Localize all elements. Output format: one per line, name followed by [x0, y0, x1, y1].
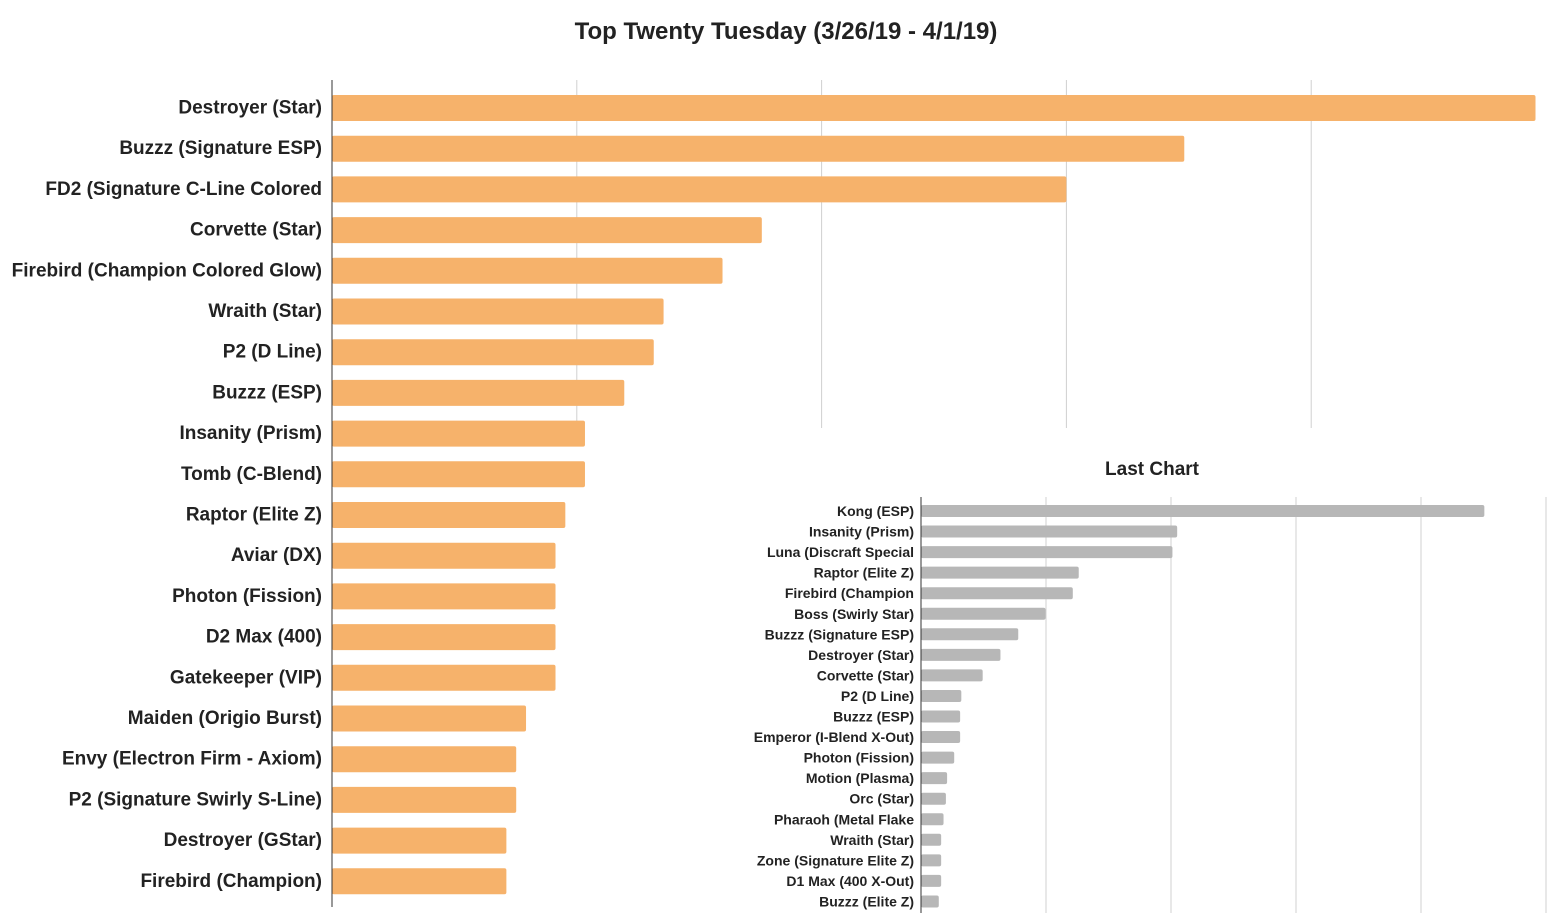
last-bar [921, 874, 942, 887]
main-bar [332, 542, 556, 569]
last-category-label: Buzzz (Elite Z) [819, 893, 914, 909]
main-category-label: FD2 (Signature C-Line Colored [45, 179, 322, 200]
last-category-label: Corvette (Star) [817, 667, 914, 683]
last-category-label: Destroyer (Star) [808, 647, 914, 663]
last-category-label: Emperor (I-Blend X-Out) [754, 729, 914, 745]
last-category-label: Pharaoh (Metal Flake [774, 811, 914, 827]
last-bar [921, 710, 961, 723]
last-category-label: Buzzz (Signature ESP) [765, 626, 914, 642]
last-category-label: D1 Max (400 X-Out) [786, 873, 914, 889]
main-category-label: Corvette (Star) [190, 220, 322, 241]
main-bar [332, 420, 585, 447]
main-category-label: D2 Max (400) [206, 627, 322, 648]
last-category-label: Kong (ESP) [837, 503, 914, 519]
main-chart-title: Top Twenty Tuesday (3/26/19 - 4/1/19) [575, 18, 998, 45]
main-bar [332, 135, 1185, 162]
main-bar [332, 257, 723, 284]
main-category-label: Destroyer (GStar) [164, 830, 322, 851]
main-bar [332, 95, 1536, 121]
main-bar [332, 461, 585, 488]
main-category-label: Envy (Electron Firm - Axiom) [62, 749, 322, 770]
main-category-label: Aviar (DX) [231, 545, 322, 566]
main-bar [332, 664, 556, 691]
main-category-label: Photon (Fission) [172, 586, 322, 607]
main-bar [332, 786, 517, 813]
last-category-label: Orc (Star) [849, 791, 914, 807]
main-bar [332, 298, 664, 325]
last-bar [921, 505, 1485, 517]
last-category-label: Wraith (Star) [830, 832, 914, 848]
last-bar [921, 772, 948, 785]
main-bar [332, 746, 517, 773]
main-category-label: Wraith (Star) [208, 301, 322, 322]
main-category-label: Buzzz (ESP) [212, 382, 322, 403]
main-category-label: P2 (Signature Swirly S-Line) [69, 789, 322, 810]
last-bar [921, 587, 1073, 600]
last-category-label: Motion (Plasma) [806, 770, 914, 786]
last-bar [921, 546, 1173, 559]
last-category-label: Photon (Fission) [804, 750, 914, 766]
last-chart: Last Chart Kong (ESP) Insanity (Prism) Luna… [754, 459, 1547, 913]
last-bar [921, 731, 961, 744]
main-bar [332, 705, 527, 732]
main-bar [332, 502, 566, 528]
last-category-label: Insanity (Prism) [809, 524, 914, 540]
last-category-label: Buzzz (ESP) [833, 709, 914, 725]
main-category-label: Maiden (Origio Burst) [128, 708, 322, 729]
last-bar [921, 792, 946, 805]
last-category-label: Luna (Discraft Special [767, 544, 914, 560]
last-category-label: Boss (Swirly Star) [794, 606, 914, 622]
main-category-label: Buzzz (Signature ESP) [119, 138, 322, 159]
main-chart: Top Twenty Tuesday (3/26/19 - 4/1/19) Des… [12, 18, 1536, 907]
main-bar [332, 827, 507, 854]
last-category-label: Zone (Signature Elite Z) [757, 852, 914, 868]
last-bar [921, 628, 1019, 641]
last-bar [921, 648, 1001, 661]
last-bar [921, 669, 983, 682]
main-bar [332, 583, 556, 610]
main-category-label: Gatekeeper (VIP) [170, 667, 322, 688]
main-bar [332, 624, 556, 651]
main-category-label: Insanity (Prism) [179, 423, 322, 444]
last-bar [921, 813, 944, 826]
main-category-label: Firebird (Champion Colored Glow) [12, 260, 322, 281]
last-bar [921, 751, 955, 764]
last-category-label: P2 (D Line) [841, 688, 914, 704]
last-bar [921, 566, 1079, 579]
last-bar [921, 607, 1046, 620]
last-category-label: Firebird (Champion [785, 585, 914, 601]
last-bar [921, 689, 962, 702]
main-category-label: Raptor (Elite Z) [186, 505, 322, 526]
last-chart-title: Last Chart [1105, 459, 1200, 480]
last-bar [921, 895, 939, 908]
main-bar [332, 176, 1067, 203]
main-category-label: Tomb (C-Blend) [181, 464, 322, 485]
last-category-label: Raptor (Elite Z) [814, 565, 914, 581]
main-bar [332, 868, 507, 895]
main-category-label: P2 (D Line) [223, 342, 322, 363]
main-bar [332, 339, 654, 366]
main-bar [332, 379, 625, 406]
main-category-label: Destroyer (Star) [178, 98, 322, 119]
main-bar [332, 217, 762, 244]
last-bar [921, 854, 942, 867]
last-bar [921, 833, 942, 846]
main-category-label: Firebird (Champion) [140, 871, 322, 892]
last-bar [921, 525, 1178, 538]
